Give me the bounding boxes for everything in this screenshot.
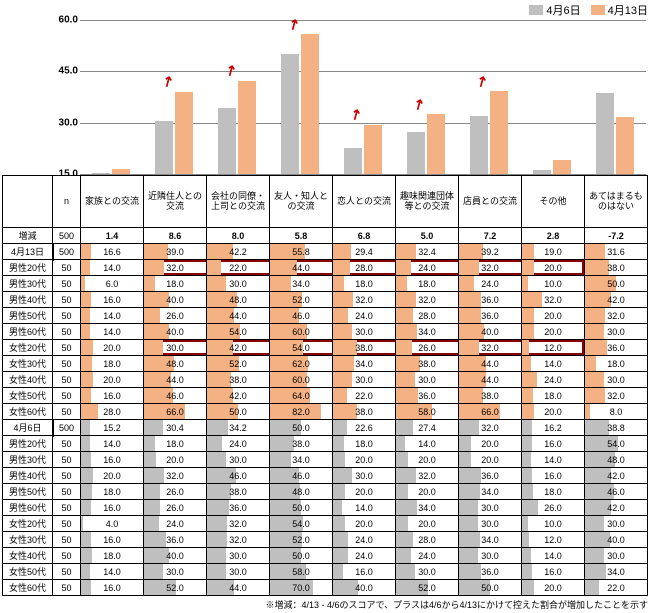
legend-label-2: 4月13日 <box>608 2 648 18</box>
legend-sw-2 <box>591 5 605 15</box>
legend-apr13: 4月13日 <box>591 2 648 18</box>
legend-apr6: 4月6日 <box>529 2 580 18</box>
legend-label-1: 4月6日 <box>546 2 580 18</box>
bar-chart: 15.030.045.060.0 ↗↗↗↗↗↗ <box>80 20 646 175</box>
footnote: ※増減：4/13 - 4/6のスコアで、プラスは4/6から4/13にかけて控えた… <box>2 598 648 611</box>
legend-sw-1 <box>529 5 543 15</box>
data-table: n家族との交流近隣住人との交流会社の同僚・上司との交流友人・知人との交流恋人との… <box>2 175 648 596</box>
y-axis: 15.030.045.060.0 <box>55 20 80 174</box>
